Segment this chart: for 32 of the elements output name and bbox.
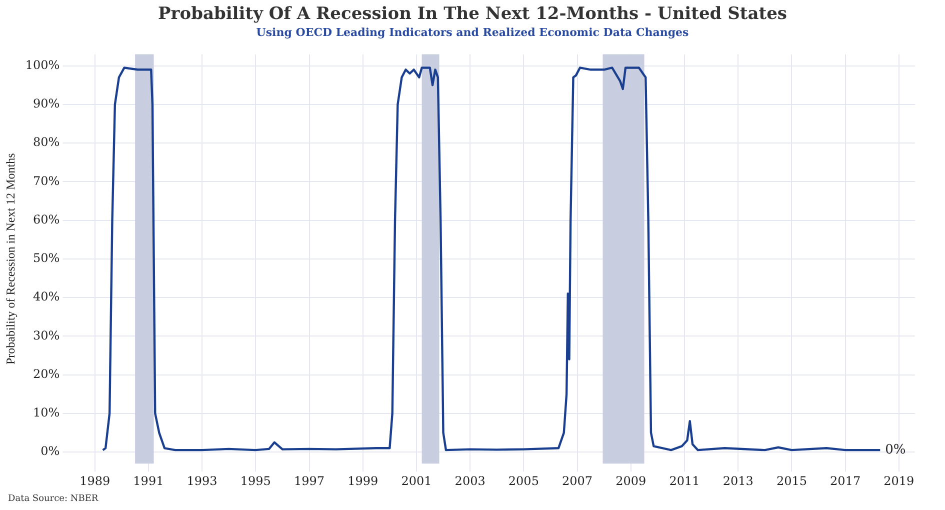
source-note: Data Source: NBER [8, 494, 98, 504]
annotation: 0% [885, 442, 906, 458]
y-tick-label: 40% [33, 290, 60, 304]
x-tick-label: 2003 [454, 474, 486, 488]
x-tick-label: 2005 [508, 474, 539, 488]
x-tick-label: 1995 [240, 474, 271, 488]
y-tick-label: 50% [33, 251, 60, 266]
y-axis-title: Probability of Recession in Next 12 Months [3, 152, 18, 365]
y-tick-label: 10% [33, 406, 60, 420]
x-tick-label: 1999 [348, 474, 378, 488]
x-tick-label: 2019 [884, 474, 914, 488]
x-tick-label: 2017 [830, 474, 861, 488]
y-tick-label: 60% [33, 212, 60, 226]
y-tick-label: 70% [33, 174, 60, 188]
x-tick-label: 1989 [80, 474, 110, 488]
x-tick-label: 1993 [186, 474, 218, 488]
chart-subtitle: Using OECD Leading Indicators and Realized Economic Data Changes [255, 26, 690, 39]
x-tick-label: 2009 [616, 474, 646, 488]
chart-title: Probability Of A Recession In The Next 12-Months - United States [156, 4, 788, 24]
x-tick-label: 2007 [562, 474, 593, 488]
y-tick-label: 0% [40, 444, 60, 458]
x-tick-label: 1991 [133, 474, 164, 488]
x-tick-label: 1997 [294, 474, 325, 488]
y-tick-label: 100% [25, 58, 60, 72]
x-tick-label: 2011 [669, 474, 700, 488]
x-tick-label: 2001 [401, 474, 432, 488]
y-tick-label: 90% [33, 96, 60, 111]
y-tick-label: 80% [33, 135, 60, 150]
y-tick-label: 20% [33, 366, 60, 381]
x-tick-label: 2013 [722, 474, 754, 488]
x-tick-label: 2015 [776, 474, 807, 488]
y-tick-label: 30% [33, 328, 60, 342]
